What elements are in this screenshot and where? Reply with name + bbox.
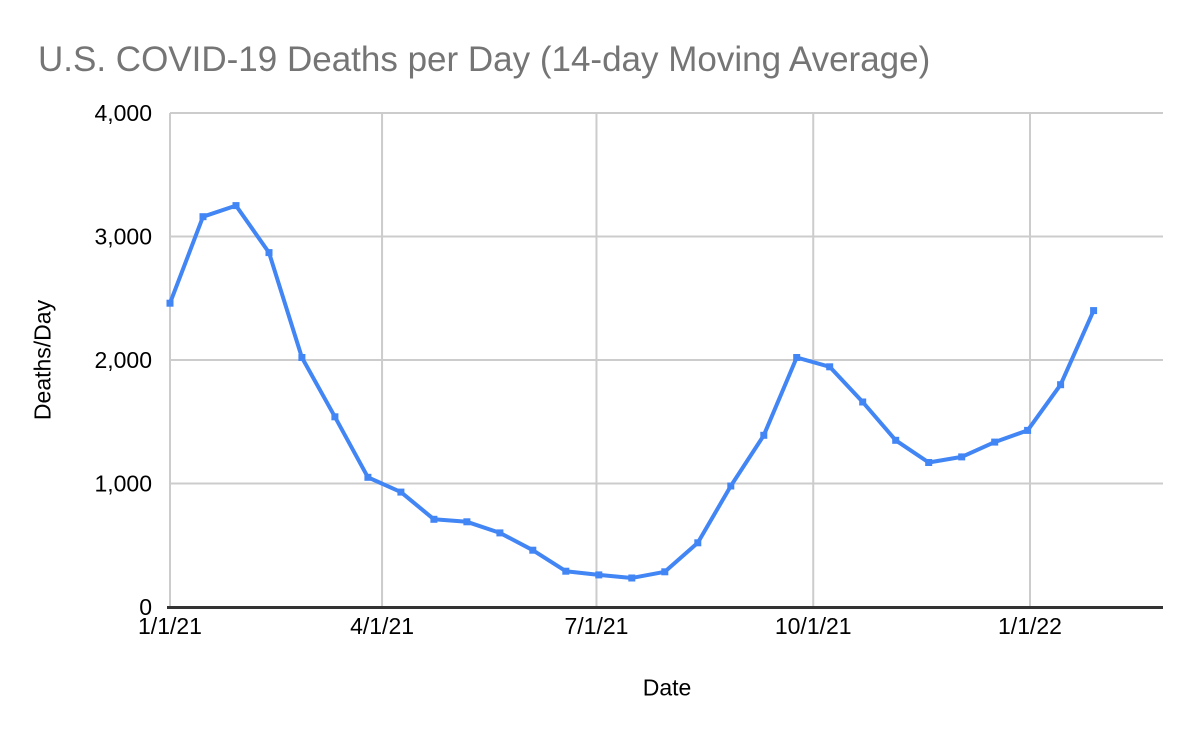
data-point-marker — [826, 363, 834, 371]
data-point-marker — [760, 431, 768, 439]
data-point-marker — [793, 354, 801, 361]
data-point-marker — [925, 459, 933, 466]
series-line — [168, 203, 1096, 580]
data-point-marker — [199, 213, 207, 221]
data-point-marker — [463, 518, 471, 526]
x-tick-label: 4/1/21 — [350, 613, 414, 639]
data-point-marker — [859, 398, 867, 406]
data-point-marker — [595, 571, 603, 579]
data-point-marker — [892, 436, 900, 444]
data-point-marker — [397, 488, 405, 496]
data-point-marker — [529, 546, 537, 554]
y-tick-label: 3,000 — [94, 224, 152, 250]
data-point-marker — [694, 539, 702, 547]
y-axis-title: Deaths/Day — [29, 299, 56, 421]
y-tick-label: 2,000 — [94, 347, 152, 373]
data-point-marker — [364, 473, 372, 481]
data-point-marker — [331, 413, 339, 421]
x-tick-label: 10/1/21 — [775, 613, 852, 639]
data-point-marker — [496, 529, 504, 537]
data-point-marker — [628, 574, 636, 582]
y-tick-label: 4,000 — [94, 100, 152, 126]
data-point-marker — [661, 568, 669, 576]
y-tick-label: 1,000 — [94, 471, 152, 497]
x-tick-label: 7/1/21 — [564, 613, 628, 639]
x-axis-title: Date — [642, 674, 692, 701]
data-point-marker — [958, 453, 966, 461]
data-point-marker — [166, 299, 174, 307]
data-point-marker — [232, 202, 240, 210]
data-point-marker — [1057, 381, 1065, 389]
data-point-marker — [1024, 426, 1032, 434]
x-tick-label: 1/1/21 — [138, 613, 202, 639]
data-point-marker — [430, 515, 438, 523]
x-tick-label: 1/1/22 — [998, 613, 1062, 639]
data-point-marker — [1090, 307, 1098, 315]
y-tick-label: 0 — [139, 594, 152, 620]
data-point-marker — [727, 482, 735, 490]
chart-title: U.S. COVID-19 Deaths per Day (14-day Mov… — [38, 40, 931, 79]
data-point-marker — [298, 354, 306, 361]
data-point-marker — [265, 249, 273, 257]
data-point-marker — [562, 567, 570, 575]
data-point-marker — [991, 438, 999, 446]
